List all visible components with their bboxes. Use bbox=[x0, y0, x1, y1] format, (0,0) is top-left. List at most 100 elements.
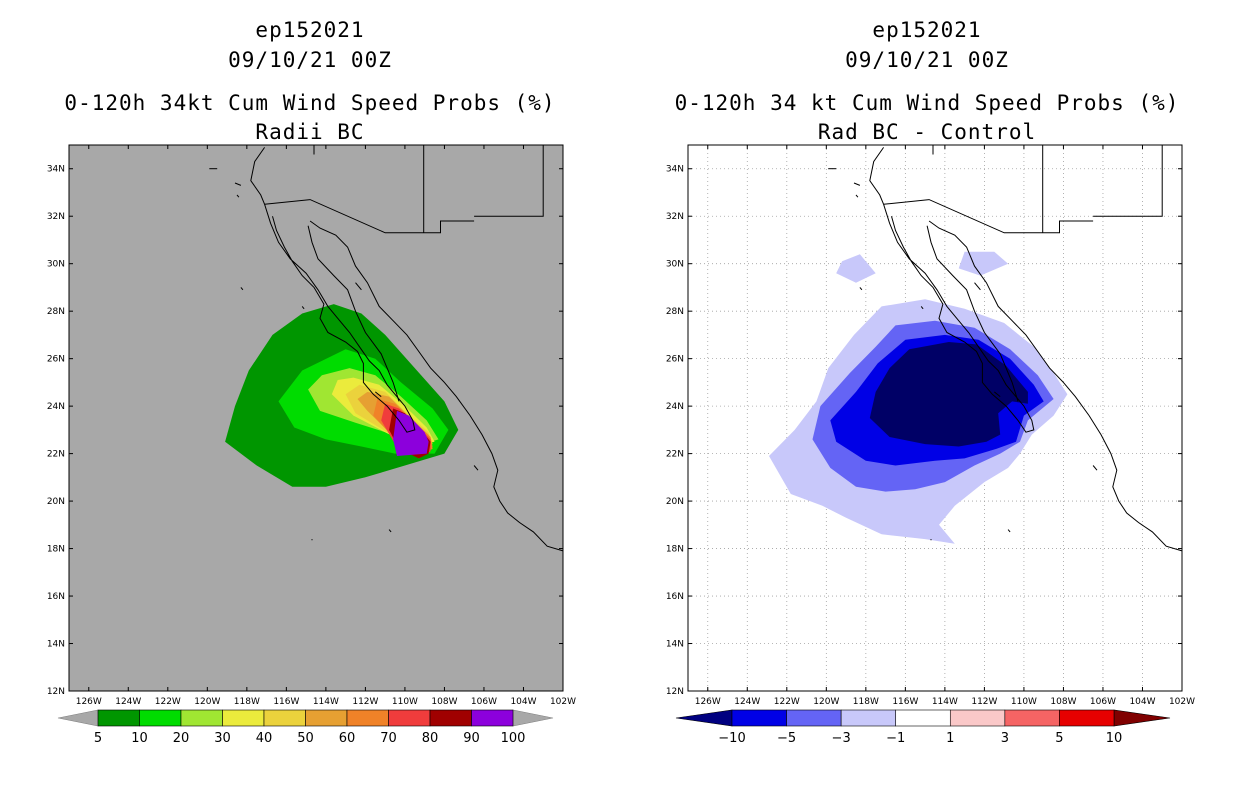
left-island bbox=[301, 306, 305, 310]
left-x-tick-label: 112W bbox=[352, 697, 378, 707]
left-island bbox=[240, 287, 244, 291]
left-contour-p90 bbox=[393, 410, 429, 456]
right-x-tick-label: 110W bbox=[1011, 697, 1037, 707]
right-x-tick-label: 122W bbox=[774, 697, 800, 707]
right-x-tick-label: 126W bbox=[695, 697, 721, 707]
right-colorbar-box bbox=[949, 709, 1006, 727]
left-title-line-1: ep152021 bbox=[255, 18, 364, 42]
right-colorbar-arrow-high bbox=[1113, 709, 1171, 727]
left-colorbar-label: 50 bbox=[297, 731, 314, 746]
left-title-line-3: 0-120h 34kt Cum Wind Speed Probs (%) bbox=[64, 91, 555, 115]
right-colorbar-box bbox=[786, 709, 842, 727]
left-colorbar-label: 30 bbox=[214, 731, 231, 746]
left-island bbox=[236, 194, 240, 198]
right-x-tick-label: 124W bbox=[734, 697, 760, 707]
right-y-tick-label: 30N bbox=[666, 260, 684, 270]
right-y-tick-label: 24N bbox=[666, 402, 684, 412]
right-x-tick-label: 106W bbox=[1090, 697, 1116, 707]
right-colorbar-label: −1 bbox=[886, 731, 905, 746]
left-y-tick-label: 32N bbox=[47, 212, 65, 222]
right-title-line-4: Rad BC - Control bbox=[818, 120, 1036, 144]
right-panel: ep152021 09/10/21 00Z 0-120h 34 kt Cum Win… bbox=[666, 18, 1195, 746]
left-colorbar-label: 100 bbox=[501, 731, 526, 746]
left-coastline-baja bbox=[250, 147, 416, 433]
left-coastline-gulf bbox=[307, 225, 400, 402]
right-contour-dm10 bbox=[869, 342, 1028, 447]
left-colorbar-box bbox=[222, 709, 265, 727]
left-x-tick-label: 116W bbox=[273, 697, 299, 707]
right-x-tick-label: 116W bbox=[892, 697, 918, 707]
left-colorbar-box bbox=[97, 709, 140, 727]
right-x-tick-label: 118W bbox=[853, 697, 879, 707]
left-title-line-2: 09/10/21 00Z bbox=[228, 48, 392, 72]
right-colorbar-arrow-low bbox=[675, 709, 733, 727]
right-colorbar-label: −3 bbox=[832, 731, 851, 746]
left-island bbox=[374, 391, 382, 397]
right-colorbar-label: 1 bbox=[946, 731, 954, 746]
left-x-tick-label: 104W bbox=[510, 697, 536, 707]
left-colorbar-arrow-low bbox=[57, 709, 99, 727]
right-x-tick-label: 114W bbox=[932, 697, 958, 707]
left-us-mexico-border bbox=[264, 199, 475, 234]
right-x-tick-label: 112W bbox=[971, 697, 997, 707]
right-y-tick-label: 14N bbox=[666, 640, 684, 650]
right-state-line bbox=[1093, 145, 1163, 217]
left-y-tick-label: 34N bbox=[47, 165, 65, 175]
left-colorbar-box bbox=[305, 709, 348, 727]
right-colorbar-label: −5 bbox=[777, 731, 796, 746]
right-y-tick-label: 28N bbox=[666, 307, 684, 317]
left-colorbar-box bbox=[429, 709, 472, 727]
left-x-tick-label: 126W bbox=[76, 697, 102, 707]
left-colorbar-label: 70 bbox=[380, 731, 397, 746]
left-colorbar-label: 60 bbox=[339, 731, 356, 746]
left-x-tick-label: 114W bbox=[313, 697, 339, 707]
left-colorbar-box bbox=[263, 709, 306, 727]
left-colorbar-label: 5 bbox=[94, 731, 102, 746]
right-y-tick-label: 22N bbox=[666, 450, 684, 460]
left-colorbar-label: 40 bbox=[256, 731, 273, 746]
left-colorbar-label: 80 bbox=[422, 731, 439, 746]
right-colorbar-label: −10 bbox=[718, 731, 745, 746]
left-coastline-mexico bbox=[309, 220, 564, 552]
left-colorbar-box bbox=[346, 709, 389, 727]
left-colorbar-box bbox=[388, 709, 431, 727]
left-title-line-4: Radii BC bbox=[255, 120, 364, 144]
left-y-tick-label: 20N bbox=[47, 497, 65, 507]
right-coastline-mexico bbox=[928, 220, 1183, 552]
right-y-tick-label: 26N bbox=[666, 355, 684, 365]
right-colorbar-box bbox=[731, 709, 787, 727]
left-island bbox=[355, 282, 362, 291]
left-y-tick-label: 12N bbox=[47, 687, 65, 697]
right-title-line-2: 09/10/21 00Z bbox=[845, 48, 1009, 72]
left-x-tick-label: 122W bbox=[155, 697, 181, 707]
right-island bbox=[1092, 465, 1098, 471]
left-y-tick-label: 30N bbox=[47, 260, 65, 270]
left-y-tick-label: 14N bbox=[47, 640, 65, 650]
right-island bbox=[1007, 529, 1011, 533]
right-us-mexico-border bbox=[883, 199, 1094, 234]
left-x-tick-label: 118W bbox=[234, 697, 260, 707]
left-x-tick-label: 102W bbox=[550, 697, 576, 707]
left-colorbar-label: 20 bbox=[173, 731, 190, 746]
right-y-tick-label: 16N bbox=[666, 592, 684, 602]
right-island bbox=[855, 194, 859, 198]
left-state-line bbox=[474, 145, 544, 217]
left-x-tick-label: 110W bbox=[392, 697, 418, 707]
left-x-tick-label: 106W bbox=[471, 697, 497, 707]
right-x-tick-label: 104W bbox=[1129, 697, 1155, 707]
right-title-line-1: ep152021 bbox=[872, 18, 981, 42]
right-colorbar-label: 3 bbox=[1001, 731, 1009, 746]
left-y-tick-label: 22N bbox=[47, 450, 65, 460]
left-plot-frame bbox=[68, 144, 564, 692]
right-x-tick-label: 120W bbox=[813, 697, 839, 707]
right-colorbar-label: 5 bbox=[1055, 731, 1063, 746]
right-y-tick-label: 12N bbox=[666, 687, 684, 697]
right-island bbox=[974, 282, 981, 291]
right-y-tick-label: 32N bbox=[666, 212, 684, 222]
right-contour-dm1 bbox=[836, 254, 876, 283]
right-colorbar-box bbox=[1059, 709, 1115, 727]
left-y-tick-label: 18N bbox=[47, 545, 65, 555]
right-y-tick-label: 20N bbox=[666, 497, 684, 507]
left-y-tick-label: 26N bbox=[47, 355, 65, 365]
right-colorbar-box bbox=[840, 709, 897, 727]
